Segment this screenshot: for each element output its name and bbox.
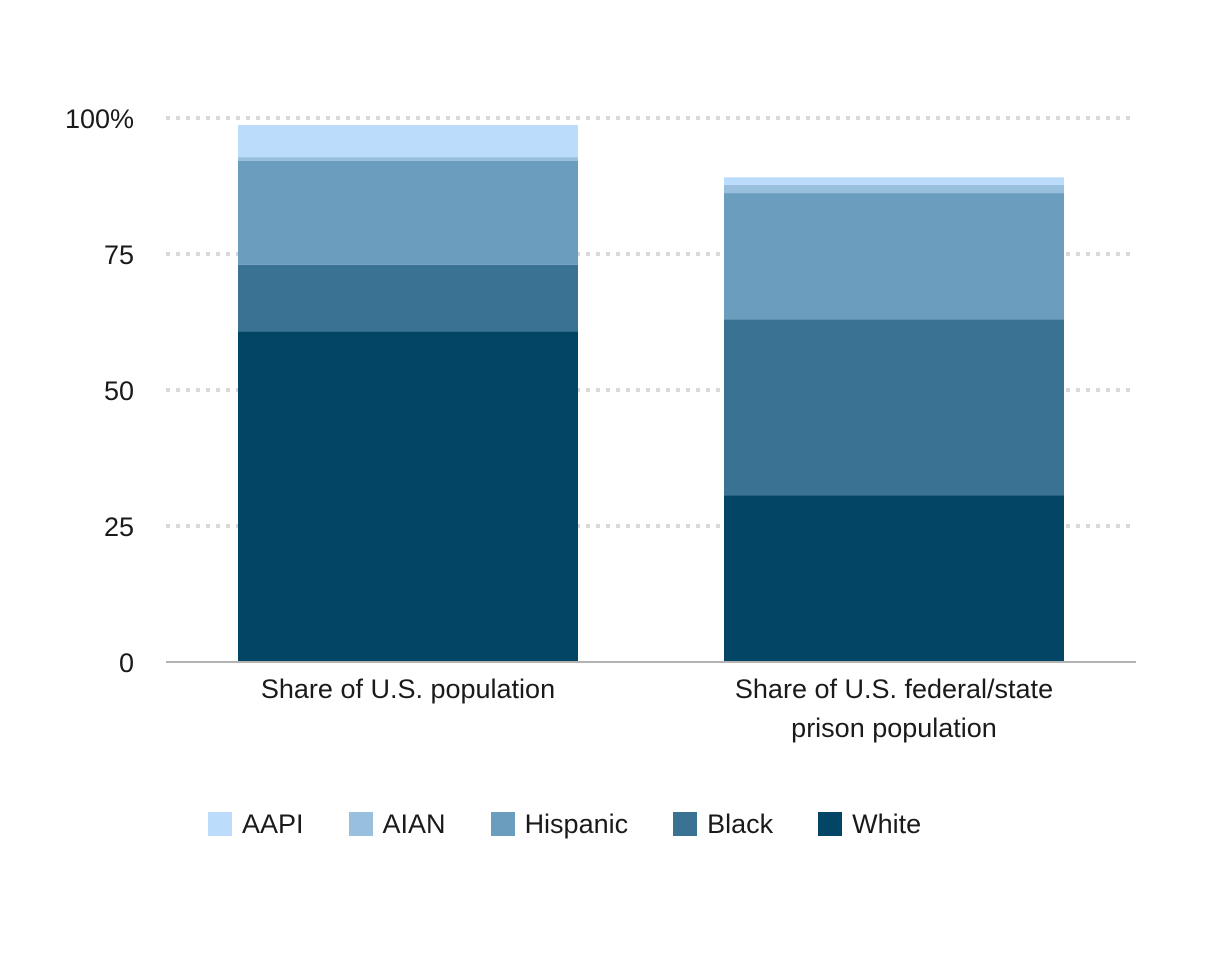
- legend-swatch: [490, 812, 515, 836]
- y-tick-label: 75: [104, 240, 134, 270]
- y-tick-label: 50: [104, 376, 134, 406]
- legend-item-black: Black: [673, 809, 773, 840]
- bar-segment-white-1: [238, 331, 578, 662]
- legend-swatch: [208, 812, 232, 836]
- legend-label: AAPI: [242, 808, 304, 839]
- bar-segment-black-1: [238, 264, 578, 332]
- legend-swatch: [348, 812, 373, 836]
- legend: AAPI AIAN Hispanic Black White: [208, 804, 966, 844]
- bar-segment-aian-2: [724, 184, 1064, 194]
- x-tick-label: Share of U.S. population: [261, 674, 555, 704]
- legend-label: White: [852, 808, 922, 839]
- axes: 0 25 50 75 100% Share of U.S. population Share…: [65, 104, 1136, 743]
- y-tick-label: 25: [104, 512, 134, 542]
- legend-label: Hispanic: [524, 808, 629, 839]
- y-tick-label: 0: [119, 648, 134, 678]
- bar-segment-hispanic-2: [724, 193, 1064, 320]
- legend-item-hispanic: Hispanic: [490, 808, 629, 840]
- bar-segment-aian-1: [238, 157, 578, 161]
- legend-swatch: [673, 812, 698, 836]
- bar-segment-black-2: [724, 319, 1064, 496]
- legend-label: Black: [707, 808, 774, 839]
- legend-item-aian: AIAN: [348, 808, 446, 840]
- bar-segment-white-2: [724, 495, 1064, 662]
- legend-label: AIAN: [382, 808, 446, 839]
- legend-swatch: [818, 812, 843, 836]
- bar-segment-hispanic-1: [238, 160, 578, 265]
- legend-item-aapi: AAPI: [208, 809, 304, 840]
- legend-item-white: White: [818, 809, 921, 840]
- x-tick-label: prison population: [791, 713, 997, 743]
- bar-segment-aapi-1: [238, 125, 578, 158]
- bar-segment-aapi-2: [724, 177, 1064, 185]
- y-tick-label: 100%: [65, 104, 134, 134]
- bars: [238, 125, 1064, 662]
- x-tick-label: Share of U.S. federal/state: [735, 674, 1053, 704]
